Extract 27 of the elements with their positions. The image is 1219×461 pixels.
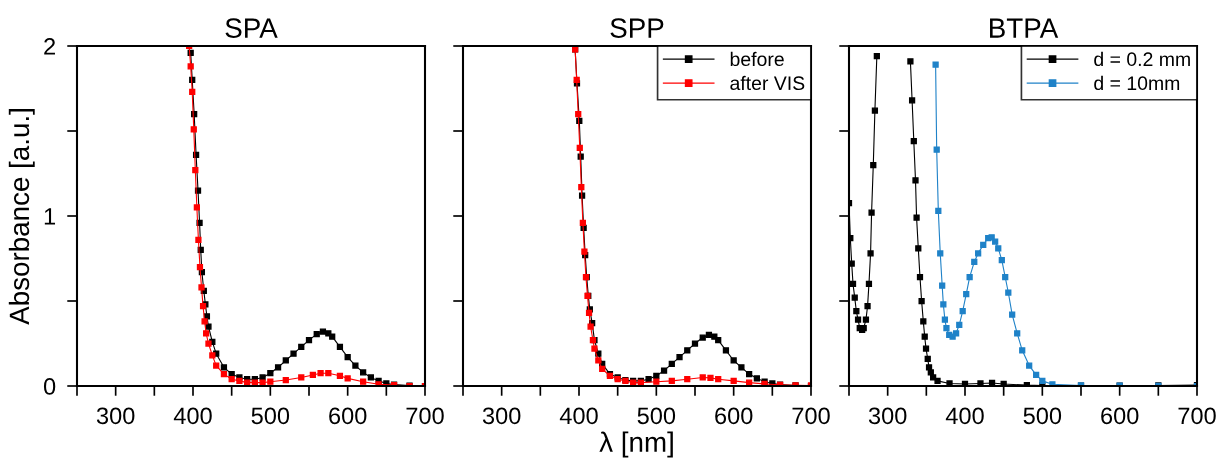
chart-title: SPA <box>225 18 278 38</box>
x-tick-label: 300 <box>868 407 907 425</box>
x-tick-label: 400 <box>559 407 598 425</box>
y-axis-title: Absorbance [a.u.] <box>8 109 35 325</box>
x-tick-label: 500 <box>251 407 290 425</box>
x-tick-label: 500 <box>637 407 676 425</box>
x-axis-title: λ [nm] <box>599 431 673 458</box>
legend-label: d = 0.2 mm <box>1094 51 1190 67</box>
y-tick-label: 2 <box>44 38 55 55</box>
x-tick-label: 600 <box>1101 407 1139 425</box>
x-tick-label: 700 <box>792 407 830 425</box>
x-tick-label: 600 <box>329 407 367 425</box>
legend-label: before <box>730 51 784 67</box>
x-tick-label: 300 <box>482 407 521 425</box>
x-tick-label: 400 <box>173 407 212 425</box>
chart-title: SPP <box>610 18 664 38</box>
x-tick-label: 400 <box>945 407 984 425</box>
y-tick-label: 1 <box>44 208 56 225</box>
x-tick-label: 500 <box>1023 407 1062 425</box>
x-tick-label: 700 <box>406 407 444 425</box>
legend-label: d = 10mm <box>1094 75 1180 91</box>
x-tick-label: 600 <box>715 407 753 425</box>
legend-label: after VIS <box>730 75 805 91</box>
y-tick-label: 0 <box>43 378 56 395</box>
x-tick-label: 700 <box>1178 407 1216 425</box>
chart-title: BTPA <box>990 18 1059 38</box>
x-tick-label: 300 <box>96 407 135 425</box>
